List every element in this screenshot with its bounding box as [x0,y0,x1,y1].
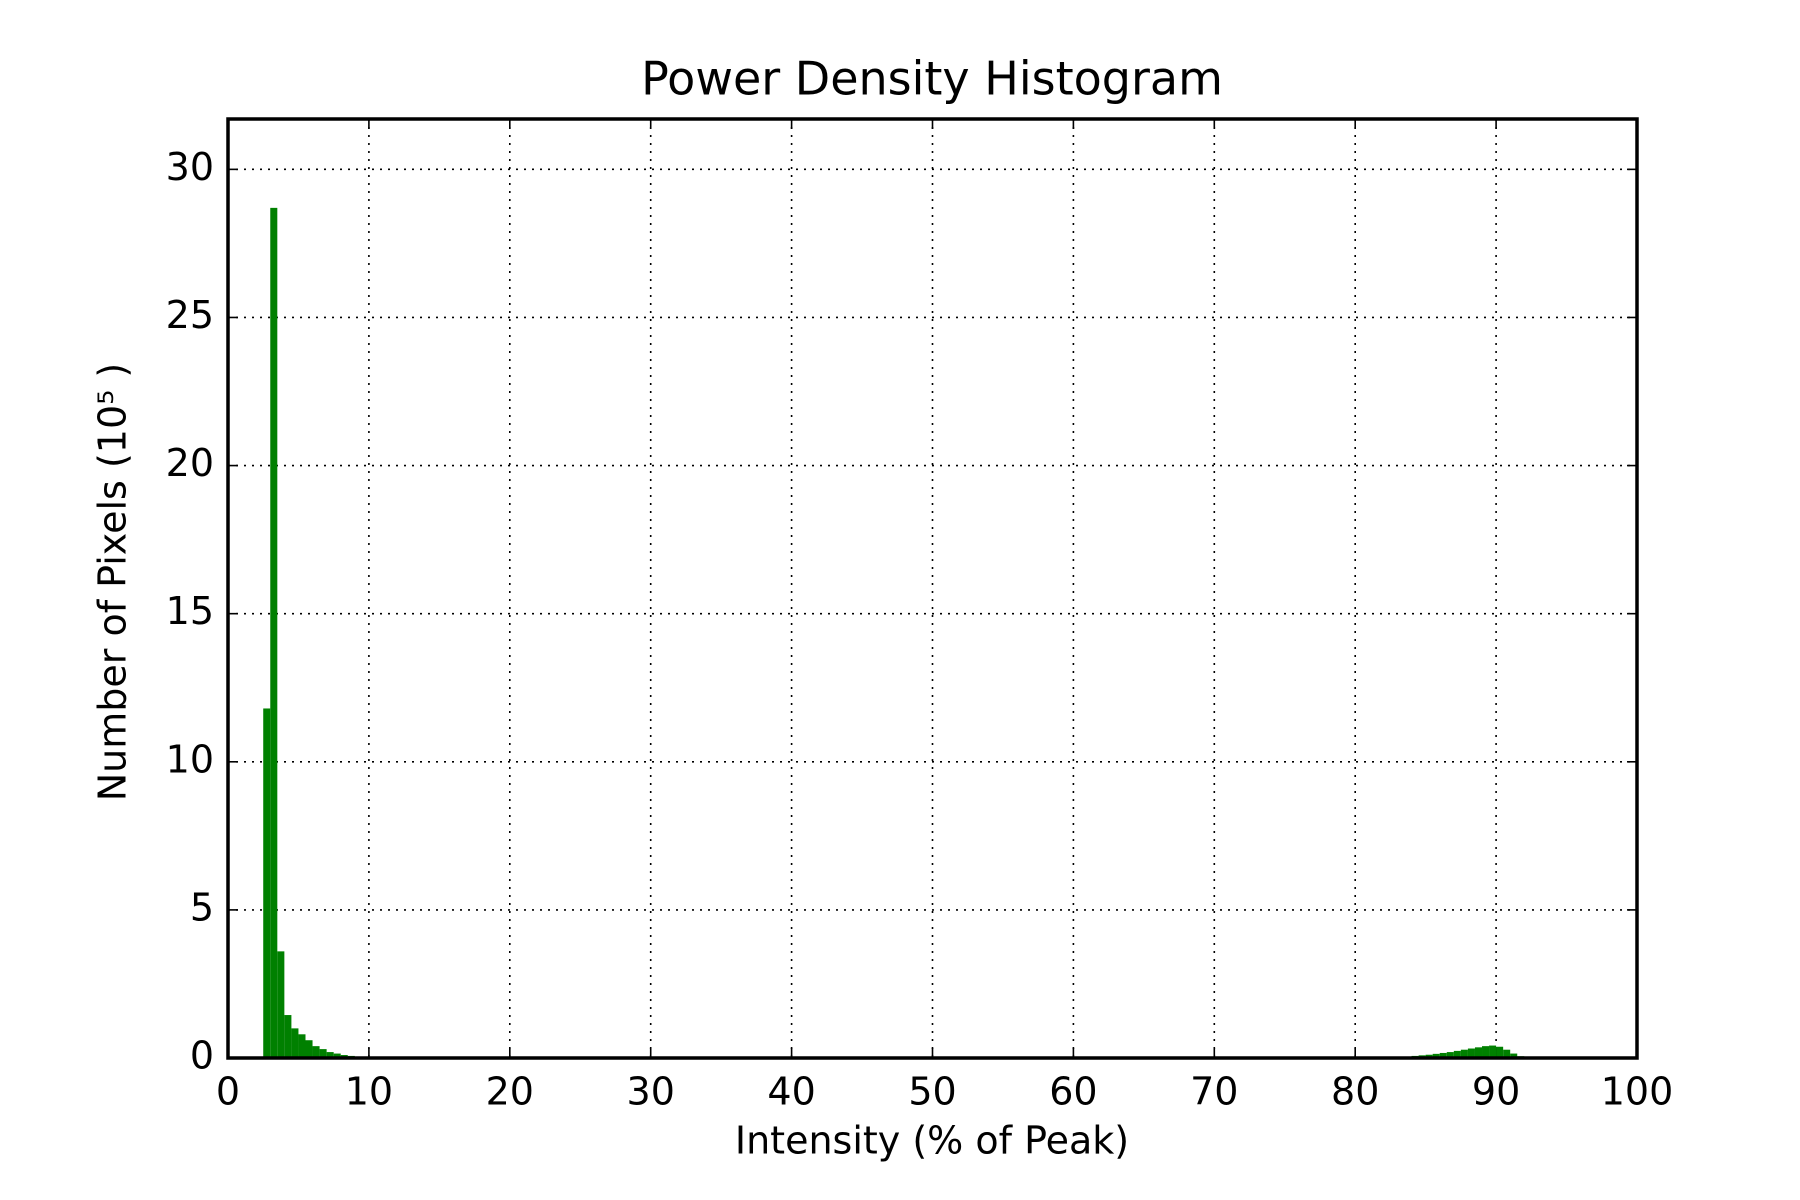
bar [1432,1053,1440,1058]
x-tick-label: 90 [1472,1070,1520,1114]
y-tick-label: 20 [166,441,214,485]
bar [1453,1050,1461,1058]
bar [326,1052,334,1058]
bar [1446,1052,1454,1058]
bar [305,1040,313,1058]
bar [298,1034,306,1058]
bar [1439,1052,1447,1058]
x-tick-label: 10 [345,1070,393,1114]
y-tick-label: 10 [166,737,214,781]
bar [1467,1048,1475,1058]
bar [1460,1049,1468,1058]
x-tick-label: 30 [627,1070,675,1114]
bar [291,1028,299,1058]
x-tick-label: 40 [767,1070,815,1114]
x-tick-label: 0 [216,1070,240,1114]
x-tick-label: 70 [1190,1070,1238,1114]
y-tick-label: 0 [190,1034,214,1078]
bar [1510,1053,1518,1058]
bar [333,1053,341,1058]
bar [1482,1046,1490,1058]
bar [1489,1045,1497,1058]
bar [277,951,285,1058]
x-tick-label: 50 [908,1070,956,1114]
bar [1496,1046,1504,1058]
bar [1474,1047,1483,1058]
y-axis-label: Number of Pixels (10⁵ ) [91,363,135,802]
bar [1503,1049,1511,1058]
x-axis-label: Intensity (% of Peak) [735,1119,1129,1163]
y-tick-label: 30 [166,145,214,189]
x-tick-label: 80 [1331,1070,1379,1114]
y-tick-label: 25 [166,293,214,337]
x-tick-label: 60 [1049,1070,1097,1114]
bar [319,1049,327,1058]
y-tick-label: 15 [166,589,214,633]
y-tick-label: 5 [190,885,214,929]
x-tick-label: 20 [486,1070,534,1114]
chart-title: Power Density Histogram [641,52,1223,106]
plot-frame [226,117,1639,1060]
bar [312,1046,320,1058]
bar [270,207,278,1058]
x-tick-label: 100 [1601,1070,1674,1114]
bar [284,1015,292,1058]
bar [263,708,271,1058]
